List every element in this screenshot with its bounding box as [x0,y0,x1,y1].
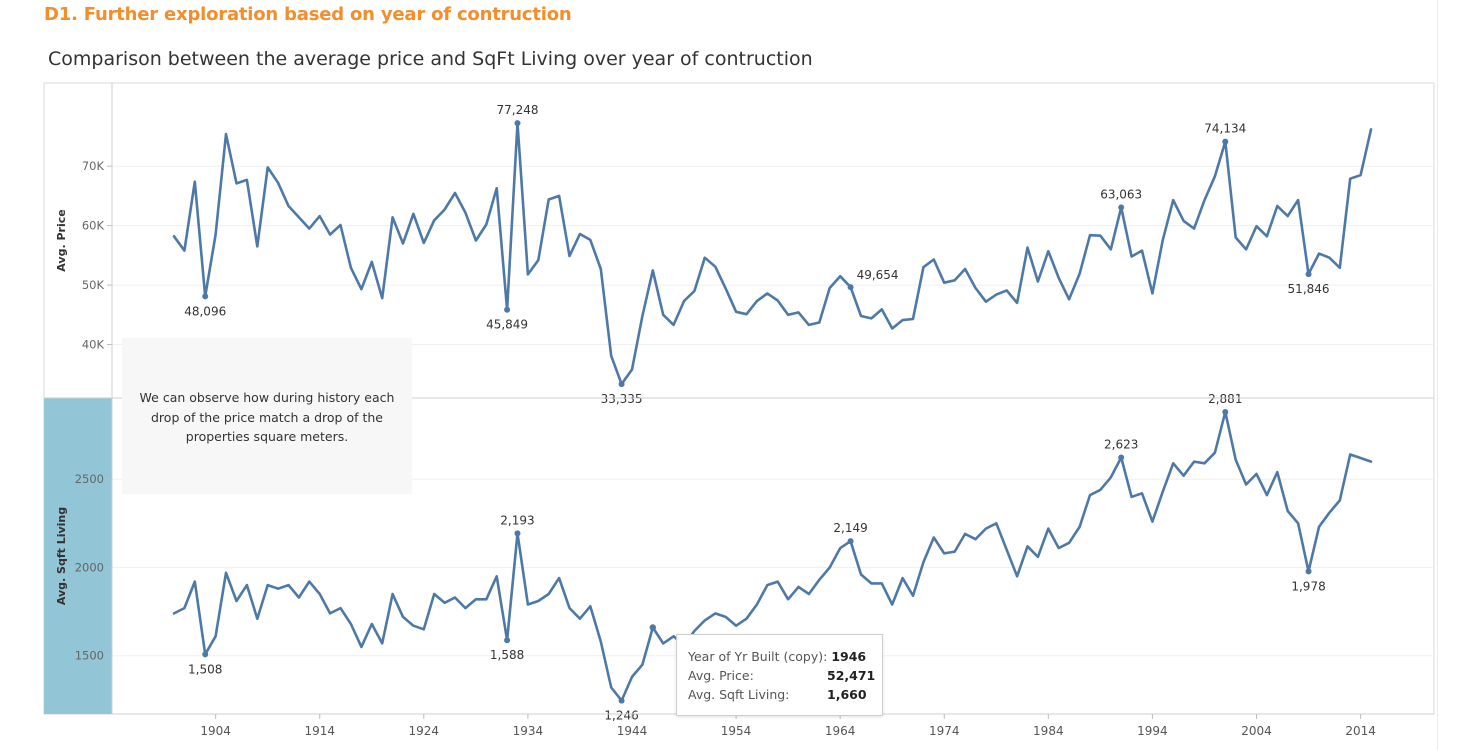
ytick-label: 40K [82,338,105,352]
tooltip-price-value: 52,471 [827,668,876,683]
data-point [1222,138,1229,145]
data-point [847,284,854,291]
xtick-label: 1994 [1137,724,1168,738]
data-point [847,538,854,545]
xtick-label: 1924 [409,724,440,738]
data-point [202,293,209,300]
xtick-label: 1934 [513,724,544,738]
data-label: 2,149 [833,521,867,535]
data-point [202,651,209,658]
highlighted-point [649,624,656,631]
data-label: 1,588 [490,648,524,662]
data-label: 2,193 [500,513,534,527]
tooltip-year-label: Year of Yr Built (copy): [688,649,828,664]
data-label: 51,846 [1288,282,1330,296]
data-label: 1,246 [604,709,638,723]
ytick-label: 70K [82,159,105,173]
xtick-label: 1974 [929,724,960,738]
annotation-box: We can observe how during history each d… [122,338,412,494]
dashboard-title: D1. Further exploration based on year of… [44,4,572,25]
xtick-label: 1944 [617,724,648,738]
data-label: 1,978 [1291,579,1325,593]
ytick-label: 2000 [75,560,104,574]
data-point [1118,454,1125,461]
ytick-label: 1500 [75,649,104,663]
data-label: 48,096 [184,304,226,318]
data-label: 33,335 [601,392,643,406]
tooltip-row-year: Year of Yr Built (copy): 1946 [688,649,882,668]
xtick-label: 1954 [721,724,752,738]
data-point [504,306,511,313]
tooltip-sqft-value: 1,660 [827,687,867,702]
data-point [504,637,511,644]
dashboard-border [1437,0,1438,750]
tooltip-row-sqft: Avg. Sqft Living: 1,660 [688,687,882,706]
data-label: 49,654 [857,268,899,282]
series-line [172,121,1373,386]
xtick-label: 1984 [1033,724,1064,738]
data-label: 2,881 [1208,392,1242,406]
yaxis-highlight-band [44,398,112,714]
ytick-label: 50K [82,278,105,292]
data-point [514,530,521,537]
yaxis-title: Avg. Sqft Living [55,507,68,605]
tooltip-price-label: Avg. Price: [688,668,754,683]
tooltip-sqft-label: Avg. Sqft Living: [688,687,790,702]
data-label: 2,623 [1104,437,1138,451]
data-point [618,697,625,704]
data-point [1222,408,1229,415]
xtick-label: 1904 [200,724,231,738]
data-label: 45,849 [486,318,528,332]
yaxis-title: Avg. Price [55,209,68,271]
data-label: 74,134 [1204,122,1246,136]
data-point [1118,204,1125,211]
data-point [1305,568,1312,575]
data-label: 63,063 [1100,187,1142,201]
tooltip: Year of Yr Built (copy): 1946 Avg. Price… [676,634,883,716]
data-label: 77,248 [496,103,538,117]
xtick-label: 2004 [1241,724,1272,738]
xtick-label: 1964 [825,724,856,738]
ytick-label: 60K [82,219,105,233]
data-point [618,381,625,388]
annotation-text: We can observe how during history each d… [139,390,395,444]
series-line [172,410,1373,702]
data-label: 1,508 [188,662,222,676]
ytick-label: 2500 [75,472,104,486]
tooltip-year-value: 1946 [831,649,867,664]
chart-title: Comparison between the average price and… [48,48,813,70]
xtick-label: 2014 [1345,724,1376,738]
xtick-label: 1914 [304,724,335,738]
data-point [1305,271,1312,278]
tooltip-row-price: Avg. Price: 52,471 [688,668,882,687]
data-point [514,120,521,127]
